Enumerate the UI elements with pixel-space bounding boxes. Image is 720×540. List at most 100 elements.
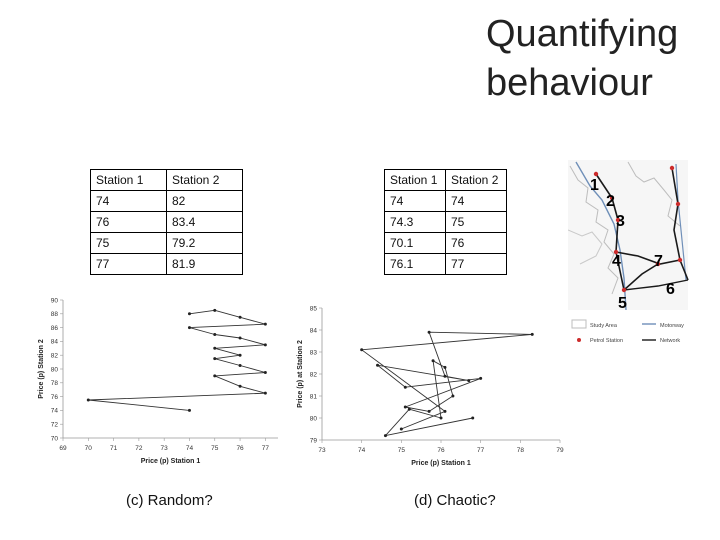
data-point [376,363,380,367]
data-point [427,409,431,413]
data-point [238,315,242,319]
table-cell: 79.2 [166,232,243,254]
x-tick-label: 76 [236,445,244,452]
table-row: 74.3 75 [384,211,507,233]
x-tick-label: 69 [59,445,67,452]
data-point [407,407,411,411]
x-tick-label: 75 [211,445,219,452]
table-header-cell: Station 1 [384,169,446,191]
x-tick-label: 79 [556,447,564,454]
motorway-line [575,161,627,311]
network-map: 1 2 3 4 7 6 5 Study Area Motorway Petrol… [568,160,689,344]
station-label: 1 [590,177,599,194]
study-area-line [627,161,681,227]
price-table-left: Station 1 Station 2 74 82 76 83.4 75 79.… [90,169,243,275]
x-tick-label: 77 [262,445,270,452]
table-row: 77 81.9 [90,253,243,275]
series-line [87,309,266,411]
motorway-line [675,163,687,281]
y-tick-label: 72 [51,422,59,429]
data-point [263,322,267,326]
data-point [383,434,387,438]
data-point [213,374,217,378]
x-axis-label: Price (p) Station 1 [411,460,471,467]
table-cell: 76.1 [384,253,446,275]
x-tick-label: 74 [186,445,194,452]
data-point [399,427,403,431]
y-tick-label: 88 [51,311,59,318]
data-point [263,343,267,347]
table-row: 74 82 [90,190,243,212]
data-point [263,370,267,374]
y-tick-label: 74 [51,408,59,415]
network-line [615,251,681,265]
data-point [238,384,242,388]
study-area-line [569,165,619,295]
data-point [471,416,475,420]
data-point [238,353,242,357]
table-cell: 83.4 [166,211,243,233]
data-point [86,398,90,402]
station-label: 3 [616,213,625,230]
study-area-line [568,229,603,265]
network-line [671,167,689,281]
table-header-cell: Station 2 [445,169,507,191]
table-row: 76 83.4 [90,211,243,233]
table-cell: 75 [445,211,507,233]
x-tick-label: 77 [477,447,485,454]
x-tick-label: 71 [110,445,118,452]
x-tick-label: 76 [437,447,445,454]
data-point [187,326,191,330]
petrol-station-marker [677,257,683,263]
station-label: 5 [618,295,627,312]
table-header-row: Station 1 Station 2 [90,169,243,191]
y-tick-label: 78 [51,380,59,387]
legend-study-area-swatch [571,319,587,329]
petrol-station-marker [613,249,619,255]
y-tick-label: 76 [51,394,59,401]
petrol-station-marker [609,195,615,201]
table-cell: 76 [90,211,167,233]
price-table-right: Station 1 Station 2 74 74 74.3 75 70.1 7… [384,169,507,275]
table-cell: 77 [445,253,507,275]
data-point [467,379,471,383]
legend-label: Study Area [590,323,618,329]
y-axis-label: Price (p) at Station 2 [297,340,304,408]
petrol-station-marker [615,217,621,223]
data-point [238,364,242,368]
data-point [451,394,455,398]
map-legend: Study Area Motorway Petrol Station Netwo… [571,319,684,344]
table-cell: 75 [90,232,167,254]
table-row: 74 74 [384,190,507,212]
caption-chaotic: (d) Chaotic? [414,492,496,509]
plot-area [322,308,560,440]
legend-label: Motorway [660,323,684,329]
petrol-station-marker [655,261,661,267]
data-point [479,376,483,380]
data-point [403,405,407,409]
data-point [213,333,217,336]
x-tick-label: 75 [398,447,406,454]
data-point [443,409,447,413]
x-axis-label: Price (p) Station 1 [141,458,201,465]
data-point [530,332,534,336]
table-row: 76.1 77 [384,253,507,275]
data-point [360,348,364,352]
data-point [213,357,217,361]
table-header-cell: Station 2 [166,169,243,191]
y-tick-label: 90 [51,297,59,304]
y-tick-label: 79 [310,437,318,444]
data-point [443,374,447,378]
table-cell: 77 [90,253,167,275]
x-tick-label: 74 [358,447,366,454]
table-cell: 74 [445,190,507,212]
table-row: 75 79.2 [90,232,243,254]
table-cell: 82 [166,190,243,212]
legend-petrol-station-swatch [577,338,581,342]
petrol-station-marker [675,201,681,207]
legend-label: Network [660,338,680,344]
table-cell: 74 [90,190,167,212]
plot-area [63,300,278,438]
station-label: 6 [666,281,675,298]
data-point [187,312,191,316]
